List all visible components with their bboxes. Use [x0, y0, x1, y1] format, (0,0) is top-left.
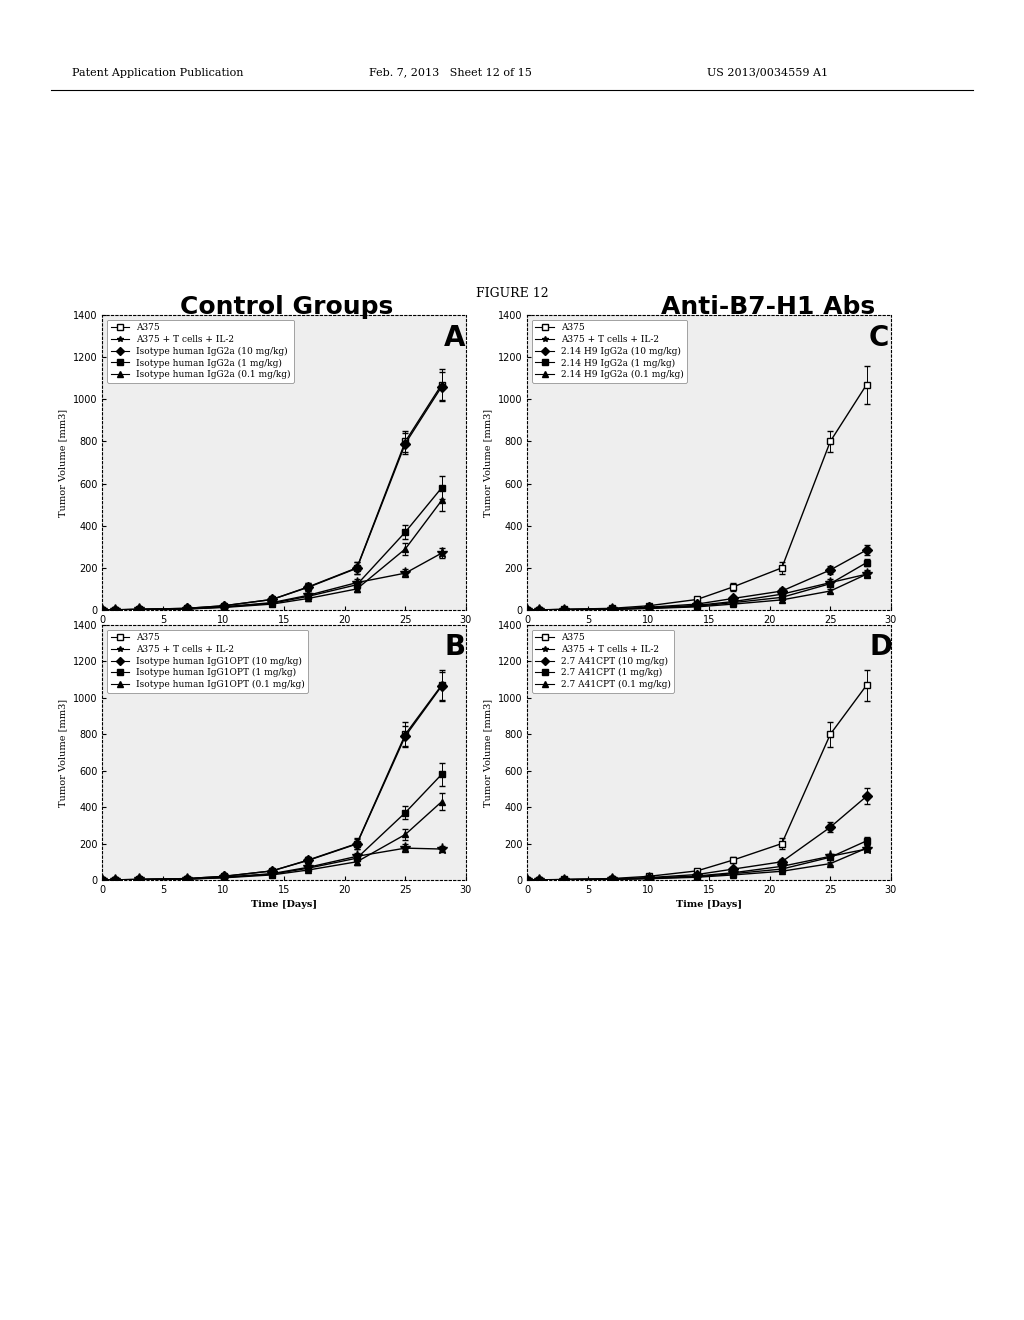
Y-axis label: Tumor Volume [mm3]: Tumor Volume [mm3] [58, 408, 68, 516]
Text: Control Groups: Control Groups [180, 296, 393, 319]
Y-axis label: Tumor Volume [mm3]: Tumor Volume [mm3] [483, 698, 493, 807]
Text: A: A [444, 323, 466, 352]
Text: D: D [869, 632, 892, 660]
Legend: A375, A375 + T cells + IL-2, 2.14 H9 IgG2a (10 mg/kg), 2.14 H9 IgG2a (1 mg/kg), : A375, A375 + T cells + IL-2, 2.14 H9 IgG… [531, 319, 687, 383]
Text: C: C [869, 323, 890, 352]
X-axis label: Time [Days]: Time [Days] [676, 900, 742, 909]
Legend: A375, A375 + T cells + IL-2, Isotype human IgG2a (10 mg/kg), Isotype human IgG2a: A375, A375 + T cells + IL-2, Isotype hum… [106, 319, 294, 383]
X-axis label: Time [Days]: Time [Days] [676, 631, 742, 639]
Text: B: B [444, 632, 465, 660]
Text: US 2013/0034559 A1: US 2013/0034559 A1 [707, 67, 827, 78]
Legend: A375, A375 + T cells + IL-2, Isotype human IgG1OPT (10 mg/kg), Isotype human IgG: A375, A375 + T cells + IL-2, Isotype hum… [106, 630, 308, 693]
Y-axis label: Tumor Volume [mm3]: Tumor Volume [mm3] [58, 698, 68, 807]
X-axis label: Time [Days]: Time [Days] [251, 900, 317, 909]
Text: Patent Application Publication: Patent Application Publication [72, 67, 243, 78]
Text: Feb. 7, 2013   Sheet 12 of 15: Feb. 7, 2013 Sheet 12 of 15 [369, 67, 531, 78]
Y-axis label: Tumor Volume [mm3]: Tumor Volume [mm3] [483, 408, 493, 516]
X-axis label: Time [Days]: Time [Days] [251, 631, 317, 639]
Legend: A375, A375 + T cells + IL-2, 2.7 A41CPT (10 mg/kg), 2.7 A41CPT (1 mg/kg), 2.7 A4: A375, A375 + T cells + IL-2, 2.7 A41CPT … [531, 630, 674, 693]
Text: Anti-B7-H1 Abs: Anti-B7-H1 Abs [660, 296, 876, 319]
Text: FIGURE 12: FIGURE 12 [476, 286, 548, 300]
